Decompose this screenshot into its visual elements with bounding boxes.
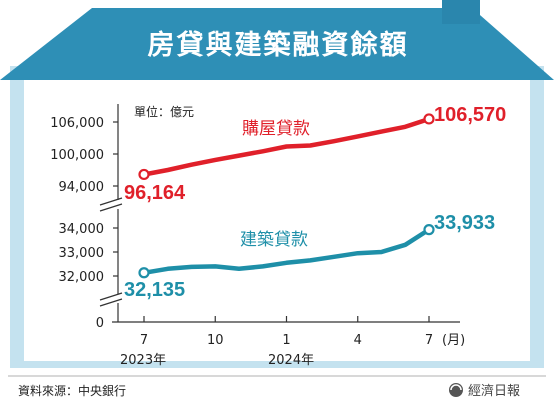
axis-break-upper — [98, 197, 138, 212]
x-unit-label: (月) — [442, 333, 465, 348]
series-label-construction: 建築貸款 — [240, 230, 308, 250]
blue-end-value: 33,933 — [434, 212, 495, 234]
blue-start-value: 32,135 — [124, 279, 185, 301]
series-0-start-point — [138, 168, 150, 181]
y-tick-label: 100,000 — [50, 148, 104, 163]
brand-logo-icon — [449, 383, 463, 397]
red-end-value: 106,570 — [434, 104, 506, 126]
y-tick-label: 34,000 — [59, 222, 105, 237]
x-axis-ticks: 7 10 1 4 7 — [140, 316, 433, 348]
chimney — [442, 0, 480, 24]
roof — [0, 8, 554, 80]
series-line-0 — [141, 116, 432, 177]
brand-text: 經濟日報 — [468, 383, 520, 399]
series-line-1 — [141, 227, 432, 276]
x-tick-label: 7 — [425, 333, 433, 348]
y-tick-label: 94,000 — [59, 180, 105, 195]
series-1-start-point — [138, 267, 150, 279]
series-layer — [138, 113, 435, 279]
plot-panel — [24, 66, 530, 361]
x-tick-label: 1 — [282, 333, 290, 348]
series-label-housing: 購屋貸款 — [242, 119, 310, 139]
y-axis-ticks: 0 32,000 33,000 34,000 94,000 100,000 106,000 — [50, 116, 118, 331]
x-tick-label: 4 — [354, 333, 362, 348]
source-text: 資料來源：中央銀行 — [18, 383, 126, 398]
red-start-value: 96,164 — [124, 182, 186, 204]
y-tick-label: 32,000 — [59, 270, 105, 285]
chart-title: 房貸與建築融資餘額 — [148, 29, 409, 61]
series-1-end-point — [423, 224, 435, 236]
y-tick-label: 0 — [96, 316, 104, 331]
axis-break-lower — [98, 292, 138, 307]
x-tick-label: 7 — [140, 333, 148, 348]
unit-label: 單位：億元 — [134, 104, 194, 119]
series-0-end-point — [423, 113, 435, 125]
y-tick-label: 106,000 — [50, 116, 104, 131]
year-label-2024: 2024年 — [268, 353, 314, 368]
y-tick-label: 33,000 — [59, 246, 105, 261]
x-tick-label: 10 — [207, 333, 224, 348]
year-label-2023: 2023年 — [120, 353, 166, 368]
